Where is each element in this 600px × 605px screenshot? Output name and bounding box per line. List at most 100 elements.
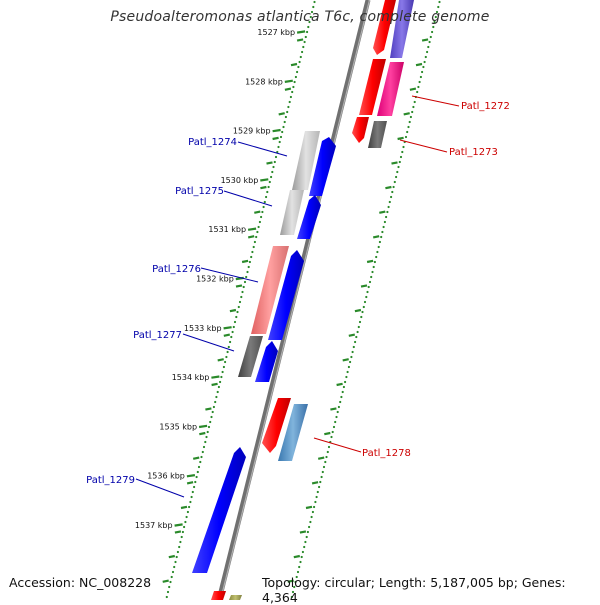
topology-text: Topology: circular; Length: 5,187,005 bp… [262, 575, 566, 605]
tick-dot [298, 60, 301, 64]
tick-dot [363, 300, 367, 304]
tick-label: 1528 kbp [245, 77, 283, 86]
tick-dot [191, 490, 194, 494]
tick-dot [188, 505, 191, 509]
tick-dot [166, 590, 170, 594]
gene-arrow-slate[interactable] [390, 0, 414, 58]
tick-dot [194, 480, 197, 484]
gene-arrow-magenta[interactable] [377, 62, 404, 116]
accession-text: Accession: NC_008228 [9, 575, 152, 590]
tick-dot [251, 250, 254, 254]
tick-dot [214, 400, 217, 404]
tick-dot [271, 170, 274, 174]
gene-label-patl-1272[interactable]: Patl_1272 [461, 101, 510, 112]
tick-dot [186, 510, 189, 514]
tick-dot [257, 225, 260, 229]
tick-dot [246, 270, 249, 274]
tick-dot [233, 320, 237, 324]
tick-dot [331, 430, 334, 434]
gene-arrow-darkgray[interactable] [368, 121, 387, 148]
tick-dot [306, 30, 309, 34]
gene-arrow-steel[interactable] [278, 404, 308, 461]
gene-arrow-red[interactable] [352, 117, 369, 143]
tick-dot [304, 35, 307, 39]
tick-dot [303, 40, 306, 44]
gene-arrow-lightgray[interactable] [292, 131, 320, 190]
tick-dot [302, 45, 305, 49]
tick-mark [342, 358, 349, 362]
tick-dot [309, 520, 312, 524]
tick-dot [294, 580, 297, 584]
tick-dot [301, 550, 304, 554]
tick-dot [250, 255, 253, 259]
tick-mark [305, 505, 313, 510]
gene-arrow-blue[interactable] [309, 137, 336, 196]
tick-dot [298, 565, 301, 569]
tick-dot [262, 205, 265, 209]
tick-mark [235, 284, 243, 288]
tick-dot [301, 50, 304, 54]
tick-dot [361, 310, 364, 314]
tick-dot [171, 570, 175, 574]
tick-dot [406, 130, 409, 134]
gene-label-patl-1278[interactable]: Patl_1278 [362, 448, 411, 459]
gene-arrow-red[interactable] [359, 59, 386, 115]
tick-dot [291, 90, 294, 94]
tick-dot [287, 105, 290, 109]
tick-dot [308, 525, 311, 529]
gene-arrow-red[interactable] [211, 591, 226, 600]
gene-arrow-darkgray[interactable] [238, 336, 263, 377]
tick-label: 1527 kbp [257, 28, 295, 37]
tick-dot [386, 210, 389, 214]
tick-dot [336, 410, 339, 414]
tick-dot [235, 315, 238, 319]
tick-dot [320, 475, 323, 479]
gene-arrow-salmon[interactable] [251, 246, 289, 334]
tick-dot [377, 245, 380, 249]
tick-label: 1537 kbp [135, 521, 173, 530]
gene-label-patl-1275[interactable]: Patl_1275 [175, 186, 224, 197]
tick-dot [390, 195, 393, 199]
tick-mark [229, 308, 237, 313]
tick-dot [210, 415, 213, 419]
gene-arrow-blue[interactable] [268, 250, 304, 340]
tick-mark [296, 30, 306, 34]
tick-dot [326, 450, 329, 454]
tick-dot [422, 65, 425, 69]
tick-dot [312, 5, 315, 9]
tick-dot [419, 75, 422, 79]
tick-dot [183, 525, 186, 529]
gene-arrow-blue[interactable] [297, 195, 321, 239]
tick-dot [391, 190, 394, 194]
gene-arrow-olive[interactable] [229, 595, 242, 600]
tick-mark [272, 136, 279, 141]
tick-dot [337, 405, 340, 409]
gene-arrow-blue[interactable] [192, 447, 246, 573]
gene-arrow-blue[interactable] [255, 341, 278, 382]
tick-dot [221, 370, 224, 374]
tick-dot [413, 100, 416, 104]
gene-label-patl-1276[interactable]: Patl_1276 [152, 264, 201, 275]
tick-dot [196, 470, 199, 474]
tick-dot [206, 430, 209, 434]
gene-label-patl-1273[interactable]: Patl_1273 [449, 147, 498, 158]
tick-dot [399, 155, 403, 159]
gene-arrow-red[interactable] [373, 0, 396, 55]
tick-dot [184, 520, 187, 524]
tick-mark [217, 358, 224, 362]
tick-dot [176, 550, 179, 554]
tick-dot [220, 375, 223, 379]
tick-dot [193, 485, 196, 489]
tick-dot [252, 245, 255, 249]
gene-label-patl-1277[interactable]: Patl_1277 [133, 330, 182, 341]
tick-mark [211, 382, 218, 387]
tick-label: 1535 kbp [159, 422, 197, 431]
tick-dot [226, 350, 229, 354]
tick-mark [223, 333, 231, 337]
gene-label-patl-1274[interactable]: Patl_1274 [188, 137, 237, 148]
gene-arrow-red[interactable] [262, 398, 291, 453]
tick-dot [421, 70, 424, 74]
gene-label-patl-1279[interactable]: Patl_1279 [86, 475, 135, 486]
gene-arrow-lightgray[interactable] [280, 190, 304, 235]
tick-mark [409, 87, 417, 91]
